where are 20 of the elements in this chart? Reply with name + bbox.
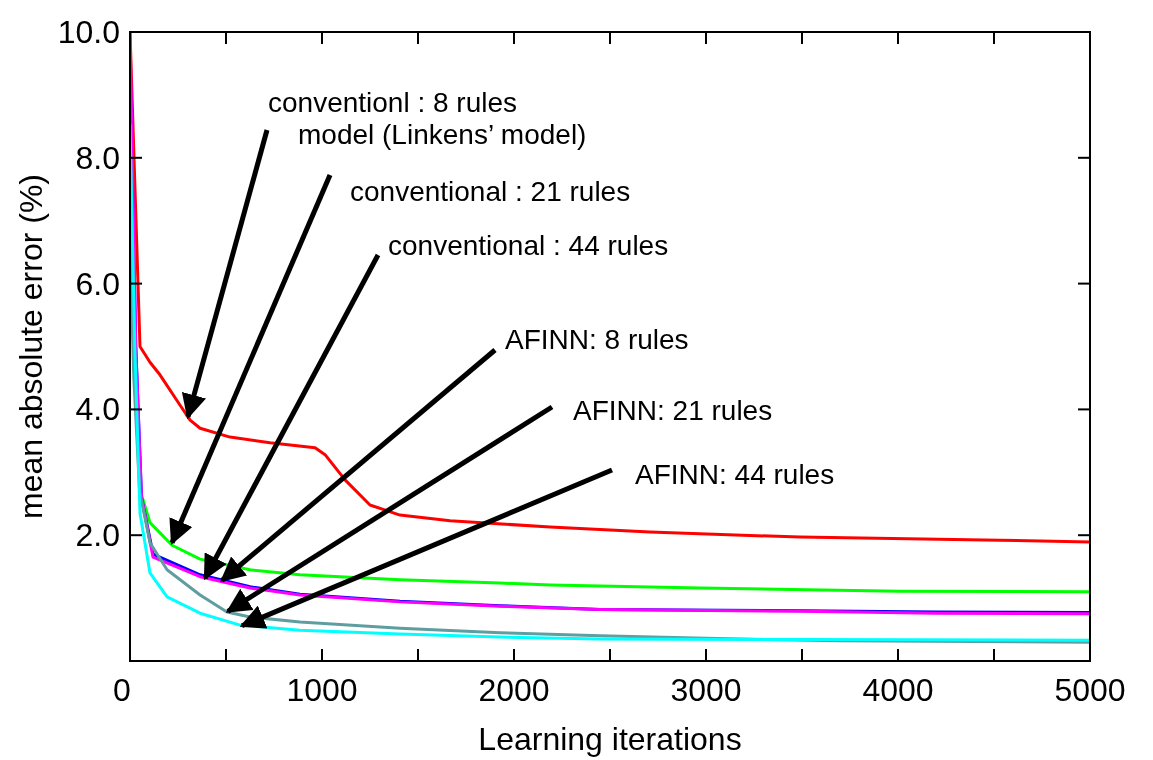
annotation: conventional : 44 rules bbox=[388, 230, 669, 261]
line-series bbox=[130, 123, 1090, 642]
y-axis-title: mean absolute error (%) bbox=[13, 173, 49, 520]
annotation: AFINN: 8 rules bbox=[505, 324, 689, 355]
annotation: conventionl : 8 rules model (Linkens’ model) bbox=[268, 87, 587, 150]
annotation: AFINN: 44 rules bbox=[635, 459, 835, 490]
x-axis-title: Learning iterations bbox=[478, 721, 742, 757]
y-tick-label: 6.0 bbox=[75, 265, 120, 302]
y-tick-label: 8.0 bbox=[75, 139, 120, 176]
y-tick-label: 10.0 bbox=[57, 14, 120, 50]
annotation: AFINN: 21 rules bbox=[573, 395, 773, 426]
x-tick-label: 4000 bbox=[862, 672, 934, 708]
x-tick-label: 1000 bbox=[286, 672, 358, 708]
x-tick-label: 3000 bbox=[670, 672, 742, 708]
annotation: conventional : 21 rules bbox=[350, 176, 631, 207]
y-tick-label: 2.0 bbox=[75, 517, 120, 554]
x-tick-label: 5000 bbox=[1054, 672, 1126, 708]
x-tick-label: 0 bbox=[113, 672, 131, 708]
x-tick-label: 2000 bbox=[478, 672, 550, 708]
y-tick-label: 4.0 bbox=[75, 391, 120, 428]
